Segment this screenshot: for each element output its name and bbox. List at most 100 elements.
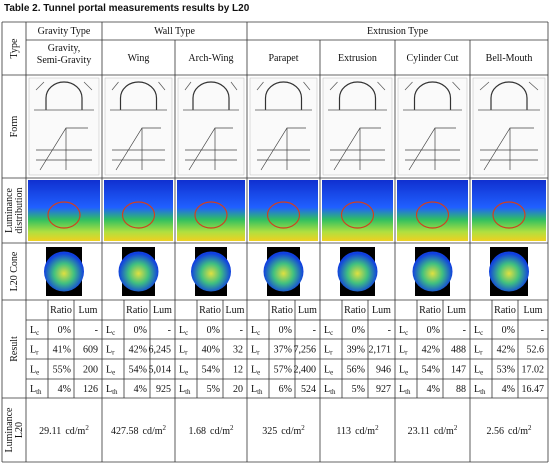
label-main: L <box>399 384 405 395</box>
l20-unit-sup: 2 <box>85 424 89 432</box>
portal-section <box>36 127 92 171</box>
portal-section <box>112 127 165 171</box>
label-main: L <box>106 345 112 356</box>
result-ratio: 54% <box>129 365 147 376</box>
result-ratio: 39% <box>347 345 365 356</box>
result-row-label: Le <box>399 365 408 377</box>
l20-unit: cd/m <box>65 426 85 437</box>
result-lum: - <box>541 325 544 336</box>
label-sub: e <box>330 369 333 377</box>
luminance-image <box>322 180 393 241</box>
group-header: Gravity Type <box>38 26 91 37</box>
result-lum: 126 <box>83 384 98 395</box>
row-header: distribution <box>14 187 25 233</box>
type-name: Wing <box>128 53 150 64</box>
l20-unit: cd/m <box>434 426 454 437</box>
row-header: L20 Cone <box>9 251 20 291</box>
result-row-label: Le <box>179 365 188 377</box>
result-row-label: Lc <box>324 325 333 337</box>
result-header: Lum <box>226 305 245 316</box>
label-sub: e <box>112 369 115 377</box>
label-main: L <box>251 325 257 336</box>
label-main: L <box>30 365 36 376</box>
l20-number: 23.11 <box>408 426 430 437</box>
result-lum: 488 <box>451 345 466 356</box>
result-row-label: Lth <box>106 384 118 396</box>
result-lum: 524 <box>301 384 316 395</box>
l20-number: 1.68 <box>189 426 207 437</box>
label-sub: e <box>185 369 188 377</box>
result-header: Ratio <box>419 305 441 316</box>
result-ratio: 0% <box>427 325 440 336</box>
form-drawing <box>322 77 393 176</box>
label-sub: c <box>36 329 39 337</box>
label-main: L <box>474 345 480 356</box>
result-header: Ratio <box>50 305 72 316</box>
label-sub: c <box>330 329 333 337</box>
result-row-label: Lth <box>324 384 336 396</box>
label-sub: th <box>480 388 486 396</box>
label-sub: r <box>257 349 260 357</box>
form-drawing <box>472 77 546 176</box>
result-lum: 925 <box>156 384 171 395</box>
result-row-label: Le <box>324 365 333 377</box>
l20-number: 325 <box>262 426 277 437</box>
result-row-label: Lr <box>106 345 115 357</box>
result-lum: - <box>463 325 466 336</box>
result-ratio: 4% <box>427 384 440 395</box>
result-ratio: 41% <box>53 345 71 356</box>
type-name: Bell-Mouth <box>486 53 533 64</box>
label-main: L <box>399 365 405 376</box>
label-sub: th <box>112 388 118 396</box>
drawing-bg <box>249 77 318 176</box>
cone-circle <box>118 251 159 292</box>
label-sub: c <box>185 329 188 337</box>
result-row-label: Le <box>251 365 260 377</box>
result-lum: - <box>168 325 171 336</box>
luminance-image <box>249 180 318 241</box>
result-ratio: 6% <box>279 384 292 395</box>
form-drawing <box>104 77 173 176</box>
result-lum: 88 <box>456 384 466 395</box>
result-header: Lum <box>298 305 317 316</box>
portal-wall <box>34 81 94 111</box>
label-main: L <box>179 325 185 336</box>
portal-arch <box>264 81 303 110</box>
form-drawing <box>397 77 468 176</box>
result-header: Lum <box>447 305 466 316</box>
label-sub: th <box>185 388 191 396</box>
portal-arch <box>413 81 452 110</box>
drawing-bg <box>322 77 393 176</box>
cone-circle <box>191 251 231 292</box>
result-lum: 16.47 <box>522 384 545 395</box>
result-header: Lum <box>79 305 98 316</box>
label-sub: e <box>480 369 483 377</box>
row-header: Form <box>9 115 20 137</box>
type-name: Parapet <box>269 53 299 64</box>
label-main: L <box>106 384 112 395</box>
result-lum: - <box>313 325 316 336</box>
label-main: L <box>324 345 330 356</box>
result-ratio: 42% <box>422 345 440 356</box>
label-sub: r <box>112 349 115 357</box>
result-lum: 927 <box>376 384 391 395</box>
type-name: Semi-Gravity <box>37 55 91 66</box>
l20-number: 427.58 <box>111 426 139 437</box>
result-ratio: 0% <box>502 325 515 336</box>
portal-arch <box>490 81 528 110</box>
l20-value: 113 cd/m2 <box>336 424 379 437</box>
portal-section <box>405 127 460 171</box>
label-sub: r <box>36 349 39 357</box>
luminance-image <box>28 180 100 241</box>
label-main: L <box>324 365 330 376</box>
portal-section <box>257 127 310 171</box>
result-row-label: Lc <box>251 325 260 337</box>
l20-unit-sup: 2 <box>528 424 532 432</box>
luminance-portal <box>492 201 526 229</box>
label-main: L <box>251 345 257 356</box>
label-main: L <box>30 384 36 395</box>
result-ratio: 5% <box>207 384 220 395</box>
result-lum: - <box>388 325 391 336</box>
result-ratio: 0% <box>58 325 71 336</box>
